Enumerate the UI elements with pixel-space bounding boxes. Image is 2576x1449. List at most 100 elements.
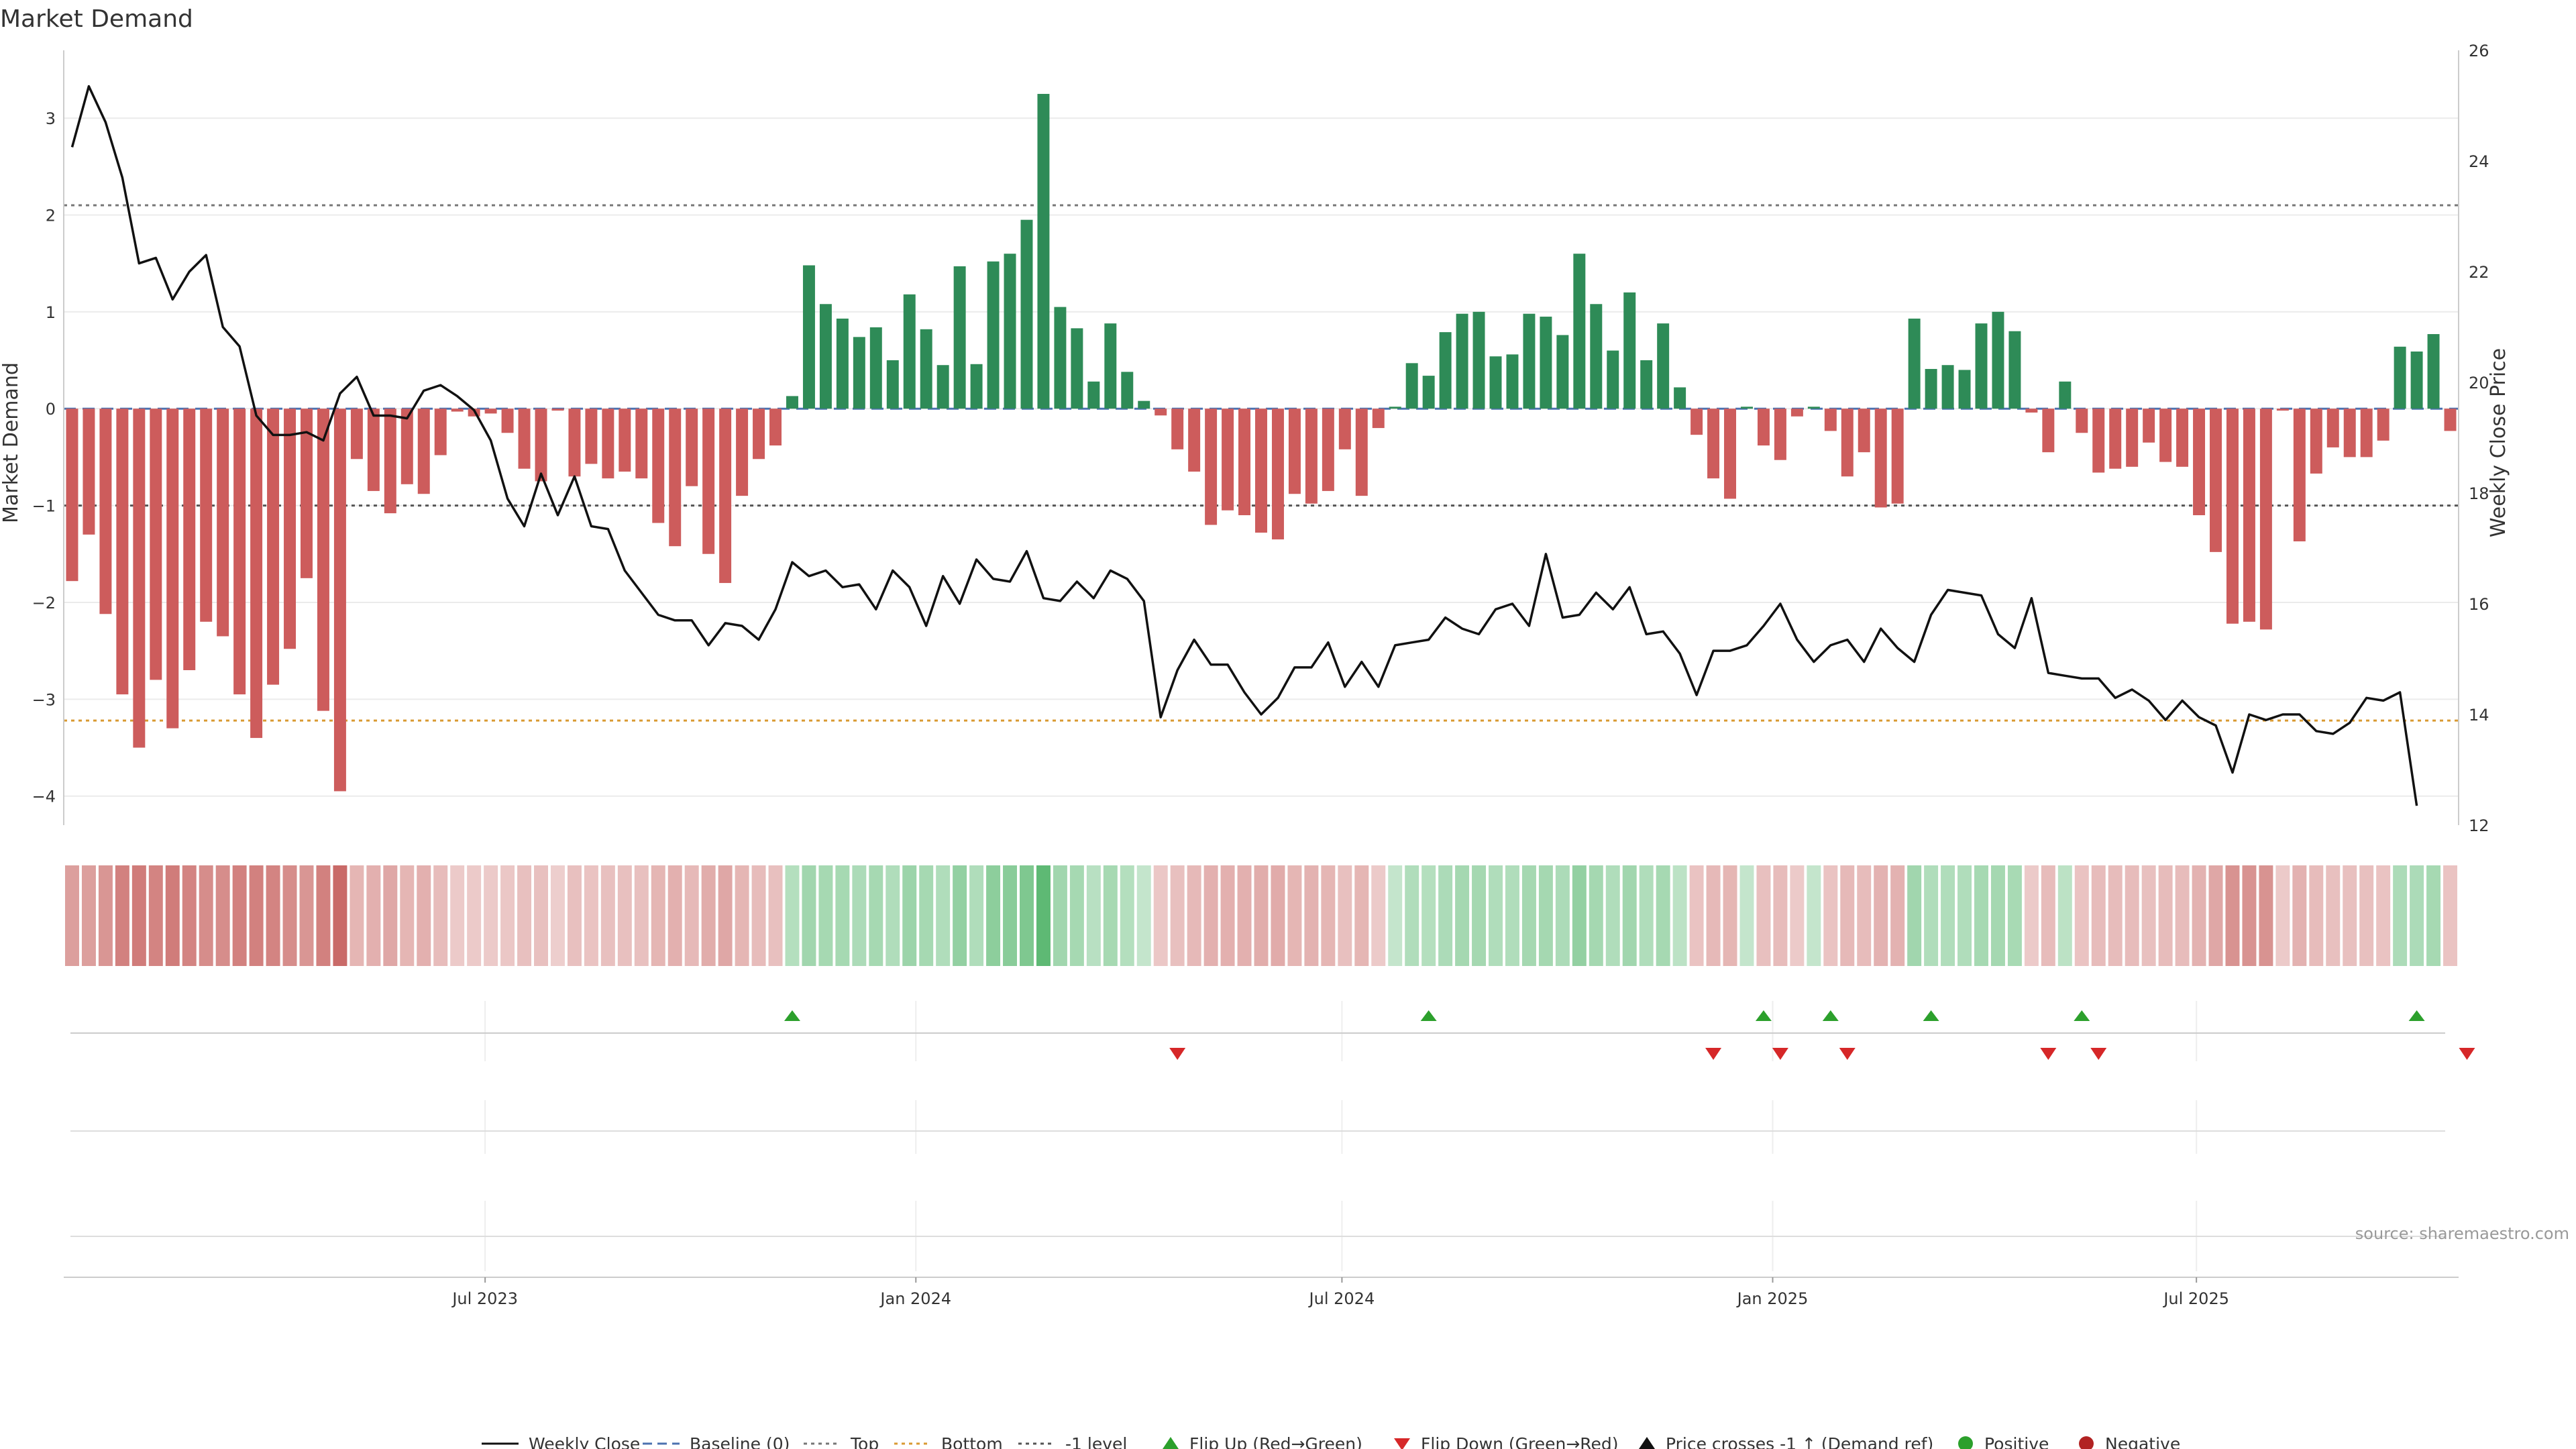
demand-bar <box>1874 409 1887 508</box>
strip-cell <box>1656 865 1670 966</box>
flip-down-marker <box>1169 1048 1186 1060</box>
strip-cell <box>1605 865 1620 966</box>
demand-bar <box>1271 409 1284 540</box>
legend-label: Flip Up (Red→Green) <box>1189 1434 1362 1449</box>
demand-bar <box>1858 409 1870 453</box>
flip-up-marker <box>2074 1010 2090 1021</box>
strip-cell <box>2393 865 2408 966</box>
strip-cell <box>550 865 565 966</box>
strip-cell <box>2359 865 2374 966</box>
strip-cell <box>131 865 146 966</box>
y-tick-label-left: 3 <box>46 109 56 128</box>
demand-bar <box>1975 323 1988 409</box>
strip-cell <box>802 865 816 966</box>
demand-bar <box>1757 409 1770 446</box>
demand-bar <box>1707 409 1720 479</box>
demand-bar <box>551 409 564 411</box>
demand-bar <box>2394 346 2406 409</box>
demand-bar <box>1087 381 1100 409</box>
demand-bar <box>1071 328 1083 409</box>
demand-bar <box>2008 331 2021 409</box>
flip-up-marker <box>1420 1010 1437 1021</box>
strip-cell <box>885 865 900 966</box>
demand-bar <box>2109 409 2122 469</box>
legend-swatch <box>1394 1438 1410 1449</box>
y-tick-label-right: 22 <box>2469 263 2489 282</box>
strip-cell <box>2208 865 2223 966</box>
demand-bar <box>2293 409 2306 541</box>
legend-label: Bottom <box>941 1434 1003 1449</box>
demand-bar <box>200 409 213 622</box>
demand-bar <box>1472 311 1485 409</box>
strip-cell <box>2108 865 2123 966</box>
strip-cell <box>433 865 448 966</box>
demand-bar <box>920 329 932 409</box>
strip-cell <box>1521 865 1536 966</box>
demand-bar <box>953 266 966 409</box>
demand-bar <box>2042 409 2055 453</box>
demand-bar <box>1590 304 1603 409</box>
demand-bar <box>1807 407 1820 409</box>
y-tick-label-right: 24 <box>2469 152 2489 171</box>
strip-cell <box>1069 865 1084 966</box>
y-tick-label-right: 20 <box>2469 374 2489 392</box>
demand-bar <box>1790 409 1803 417</box>
demand-bar <box>1188 409 1201 472</box>
legend-item: Baseline (0) <box>643 1434 790 1449</box>
strip-cell <box>1304 865 1319 966</box>
strip-cell <box>852 865 867 966</box>
demand-bar <box>1690 409 1703 435</box>
demand-bar <box>2176 409 2189 467</box>
strip-cell <box>1622 865 1637 966</box>
strip-cell <box>1136 865 1151 966</box>
demand-bar <box>936 365 949 409</box>
demand-bar <box>1657 323 1670 409</box>
demand-bar <box>2444 409 2457 431</box>
legend-item: Flip Up (Red→Green) <box>1163 1434 1362 1449</box>
strip-cell <box>1689 865 1704 966</box>
strip-cell <box>2024 865 2039 966</box>
source-text: source: sharemaestro.com <box>2355 1224 2569 1243</box>
y-tick-label-left: 1 <box>46 303 56 322</box>
strip-cell <box>2309 865 2324 966</box>
demand-bar <box>1439 332 1452 409</box>
chart-title: Market Demand <box>0 5 193 33</box>
legend-label: Weekly Close <box>529 1434 640 1449</box>
flip-up-marker <box>1923 1010 1939 1021</box>
demand-bar <box>2076 409 2088 433</box>
legend-label: Price crosses -1 ↑ (Demand ref) <box>1666 1434 1933 1449</box>
strip-cell <box>1489 865 1503 966</box>
strip-cell <box>936 865 951 966</box>
strip-cell <box>2225 865 2240 966</box>
strip-cell <box>2141 865 2156 966</box>
demand-bar <box>1004 254 1016 409</box>
x-tick-label: Jul 2024 <box>1308 1289 1375 1308</box>
demand-bar <box>669 409 682 547</box>
strip-cell <box>1170 865 1185 966</box>
left-axis: 3 2 1 0 −1 −2 −3 −4 <box>32 50 64 825</box>
demand-bar <box>1288 409 1301 494</box>
demand-bar <box>1540 317 1552 409</box>
strip-cell <box>2292 865 2307 966</box>
strip-cell <box>1924 865 1939 966</box>
strip-cell <box>1907 865 1922 966</box>
demand-bar <box>1456 313 1468 409</box>
demand-bar <box>1054 307 1067 409</box>
strip-cell <box>2376 865 2391 966</box>
strip-cell <box>400 865 415 966</box>
strip-cell <box>98 865 113 966</box>
legend-item: Top <box>804 1434 879 1449</box>
flip-up-marker <box>1822 1010 1839 1021</box>
demand-bar <box>886 360 899 409</box>
demand-bar <box>1389 407 1401 409</box>
demand-bar <box>1171 409 1184 449</box>
legend-label: Flip Down (Green→Red) <box>1421 1434 1619 1449</box>
demand-bars <box>66 93 2457 792</box>
demand-bar <box>635 409 648 479</box>
demand-bar <box>836 318 849 409</box>
demand-bar <box>2276 409 2289 411</box>
demand-bar <box>1489 356 1502 409</box>
y-axis-label-left: Market Demand <box>0 362 23 523</box>
demand-bar <box>233 409 246 695</box>
